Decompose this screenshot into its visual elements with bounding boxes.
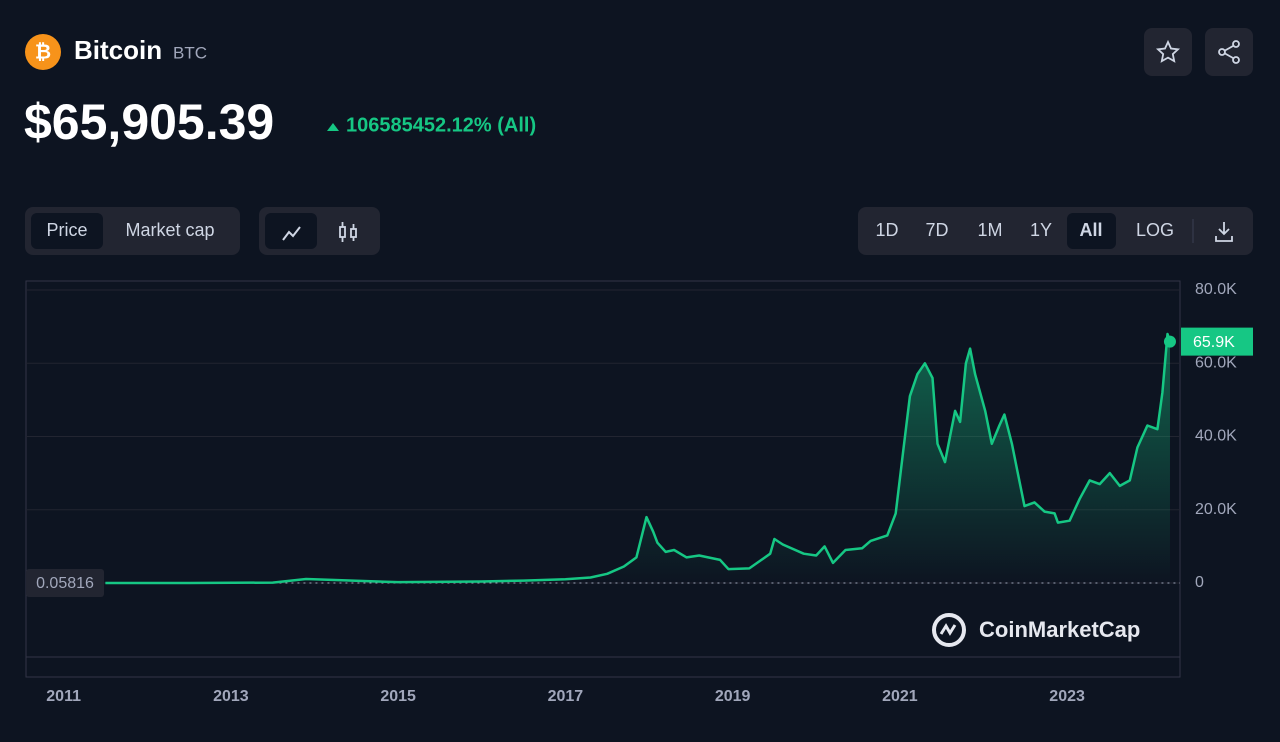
chart-frame: [25, 280, 1181, 678]
price-change: 106585452.12% (All): [346, 114, 536, 136]
range-button[interactable]: 1Y: [1030, 220, 1052, 240]
watermark: CoinMarketCap: [932, 613, 1140, 647]
candle-chart-button[interactable]: [339, 222, 357, 242]
range-toggle: [858, 207, 1253, 255]
range-button[interactable]: 1D: [875, 220, 898, 240]
y-tick-label: 20.0K: [1195, 501, 1237, 518]
last-price-tag: [1181, 327, 1253, 356]
x-tick-label: 2017: [548, 688, 584, 705]
selected-range-bg: [1067, 213, 1116, 249]
x-tick-label: 2023: [1049, 688, 1085, 705]
x-tick-label: 2011: [46, 688, 81, 705]
x-tick-label: 2021: [882, 688, 918, 705]
download-button[interactable]: [1215, 222, 1233, 242]
coin-logo-glyph: ₿: [35, 41, 51, 63]
area: [105, 334, 1170, 583]
price-line: [105, 332, 1172, 585]
y-tick-label: 80.0K: [1195, 281, 1237, 298]
range-button[interactable]: 1M: [977, 220, 1002, 240]
svg-text:Market cap: Market cap: [125, 220, 214, 240]
metric-button[interactable]: Price: [31, 213, 103, 249]
coin-name: Bitcoin: [74, 35, 162, 65]
line-chart-button[interactable]: [265, 213, 317, 249]
coin-logo: [25, 34, 61, 70]
star-button[interactable]: [1144, 28, 1192, 76]
coin-symbol: BTC: [173, 43, 207, 62]
y-tick-label: 60.0K: [1195, 354, 1237, 371]
start-price-label: 0.05816: [36, 575, 94, 592]
y-tick-label: 40.0K: [1195, 428, 1237, 445]
start-label-bg: [26, 568, 104, 597]
range-button[interactable]: All: [1079, 220, 1102, 240]
last-price-label: 65.9K: [1193, 334, 1235, 351]
range-button[interactable]: 7D: [925, 220, 948, 240]
svg-text:CoinMarketCap: CoinMarketCap: [979, 617, 1140, 642]
x-tick-label: 2015: [380, 688, 416, 705]
last-point: [1163, 335, 1176, 348]
y-tick-label: 0: [1195, 574, 1204, 591]
metric-button[interactable]: Market cap: [125, 220, 214, 240]
svg-text:Price: Price: [46, 220, 87, 240]
up-arrow: [327, 123, 339, 131]
log-button[interactable]: LOG: [1136, 220, 1174, 240]
x-tick-label: 2013: [213, 688, 249, 705]
x-tick-label: 2019: [715, 688, 751, 705]
price: $65,905.39: [24, 94, 274, 150]
share-button[interactable]: [1205, 28, 1253, 76]
